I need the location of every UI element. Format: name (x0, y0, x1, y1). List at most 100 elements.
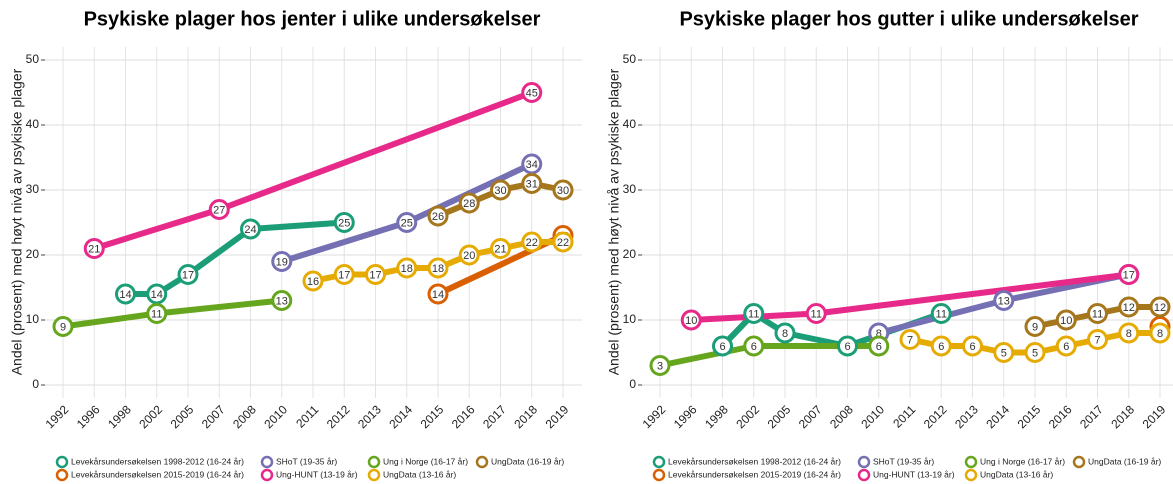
point (1118, 322, 1140, 344)
legend-swatch (1072, 455, 1086, 469)
x-tick-label: 2014 (983, 402, 1012, 431)
point-label: 27 (213, 204, 225, 216)
x-tick-label: 2011 (293, 402, 321, 430)
point-label: 21 (88, 243, 100, 255)
legend-swatch (652, 468, 666, 482)
x-tick-label: 2008 (827, 402, 856, 431)
point-label: 7 (907, 334, 913, 346)
point-label: 17 (182, 269, 194, 281)
point-label: 11 (936, 308, 947, 320)
point (458, 192, 480, 214)
point-label: 22 (557, 237, 569, 249)
point (52, 316, 74, 337)
point (805, 303, 827, 324)
point-label: 11 (151, 308, 162, 320)
point (962, 335, 983, 357)
point-label: 17 (338, 269, 350, 281)
point-label: 6 (751, 341, 757, 353)
y-tick-label: 20 (623, 247, 637, 261)
point (680, 309, 702, 331)
legend-swatch (857, 468, 871, 482)
point-label: 14 (432, 289, 444, 301)
x-tick-label: 2005 (765, 402, 794, 431)
point (1024, 316, 1046, 337)
point-label: 8 (1157, 328, 1163, 340)
x-tick-label: 2007 (796, 402, 825, 431)
point (427, 283, 449, 305)
point-label: 9 (60, 321, 66, 333)
point-label: 6 (844, 341, 850, 353)
x-tick-label: 2018 (511, 402, 540, 431)
y-tick-label: 40 (26, 117, 40, 131)
point-label: 5 (1032, 347, 1038, 359)
point-label: 3 (657, 360, 663, 372)
y-tick-label: 10 (623, 312, 637, 326)
point (521, 231, 543, 253)
point (271, 290, 293, 311)
point (774, 322, 796, 344)
legend-swatch (367, 468, 381, 482)
y-tick-label: 0 (32, 377, 39, 391)
x-tick-label: 2019 (1140, 402, 1169, 431)
y-tick-label: 50 (26, 52, 40, 66)
point-label: 8 (1126, 328, 1132, 340)
series-line (436, 232, 565, 297)
point-label: 25 (401, 217, 413, 229)
legend-label: SHoT (19-35 år) (873, 456, 934, 466)
point-label: 18 (401, 263, 413, 275)
legend-label: UngData (16-19 år) (1088, 456, 1161, 466)
point (115, 283, 136, 305)
point (930, 303, 952, 324)
legend-label: Levekårsundersøkelsen 2015-2019 (16-24 å… (71, 469, 244, 479)
point-label: 19 (276, 256, 288, 268)
legend-label: SHoT (19-35 år) (276, 456, 337, 466)
point-label: 34 (526, 159, 538, 171)
legend-label: UngData (13-16 år) (383, 469, 456, 479)
point (271, 251, 293, 272)
point-label: 45 (526, 87, 538, 99)
y-tick-label: 20 (26, 247, 40, 261)
x-tick-label: 2017 (1077, 402, 1106, 431)
point-label: 22 (526, 237, 538, 249)
point (1024, 342, 1046, 363)
x-tick-label: 2008 (230, 402, 259, 431)
x-tick-label: 2015 (418, 402, 447, 431)
point (208, 199, 230, 220)
legend-label: UngData (16-19 år) (491, 456, 564, 466)
point-label: 28 (463, 198, 475, 210)
y-tick-label: 40 (623, 117, 637, 131)
legend-label: Levekårsundersøkelsen 1998-2012 (16-24 å… (71, 456, 244, 466)
point (1087, 329, 1108, 350)
point-label: 11 (811, 308, 822, 320)
point (1118, 264, 1140, 285)
legend-swatch (964, 455, 978, 469)
x-tick-label: 2002 (136, 402, 165, 431)
point-label: 30 (494, 185, 506, 197)
legend-label: Ung-HUNT (13-19 år) (873, 469, 955, 479)
point-label: 12 (1154, 302, 1166, 314)
legend-label: Ung-HUNT (13-19 år) (276, 469, 358, 479)
point-label: 14 (151, 289, 163, 301)
point (837, 335, 858, 357)
point-label: 13 (276, 295, 288, 307)
x-tick-label: 2005 (168, 402, 197, 431)
chart-title: Psykiske plager hos gutter i ulike under… (679, 8, 1138, 30)
point (396, 257, 418, 279)
point (899, 329, 921, 350)
point-label: 18 (432, 263, 444, 275)
point-label: 10 (685, 315, 697, 327)
legend-swatch (55, 455, 69, 469)
y-axis-label: Andel (prosent) med høyt nivå av psykisk… (606, 68, 622, 375)
point-label: 14 (119, 289, 131, 301)
point-label: 6 (1063, 341, 1069, 353)
point-label: 17 (1123, 269, 1135, 281)
legend-label: Ung i Norge (16-17 år) (980, 456, 1065, 466)
point (1055, 335, 1077, 357)
y-tick-label: 30 (623, 182, 637, 196)
point (333, 212, 355, 233)
point (490, 179, 511, 201)
point (490, 238, 511, 259)
point (649, 355, 671, 376)
